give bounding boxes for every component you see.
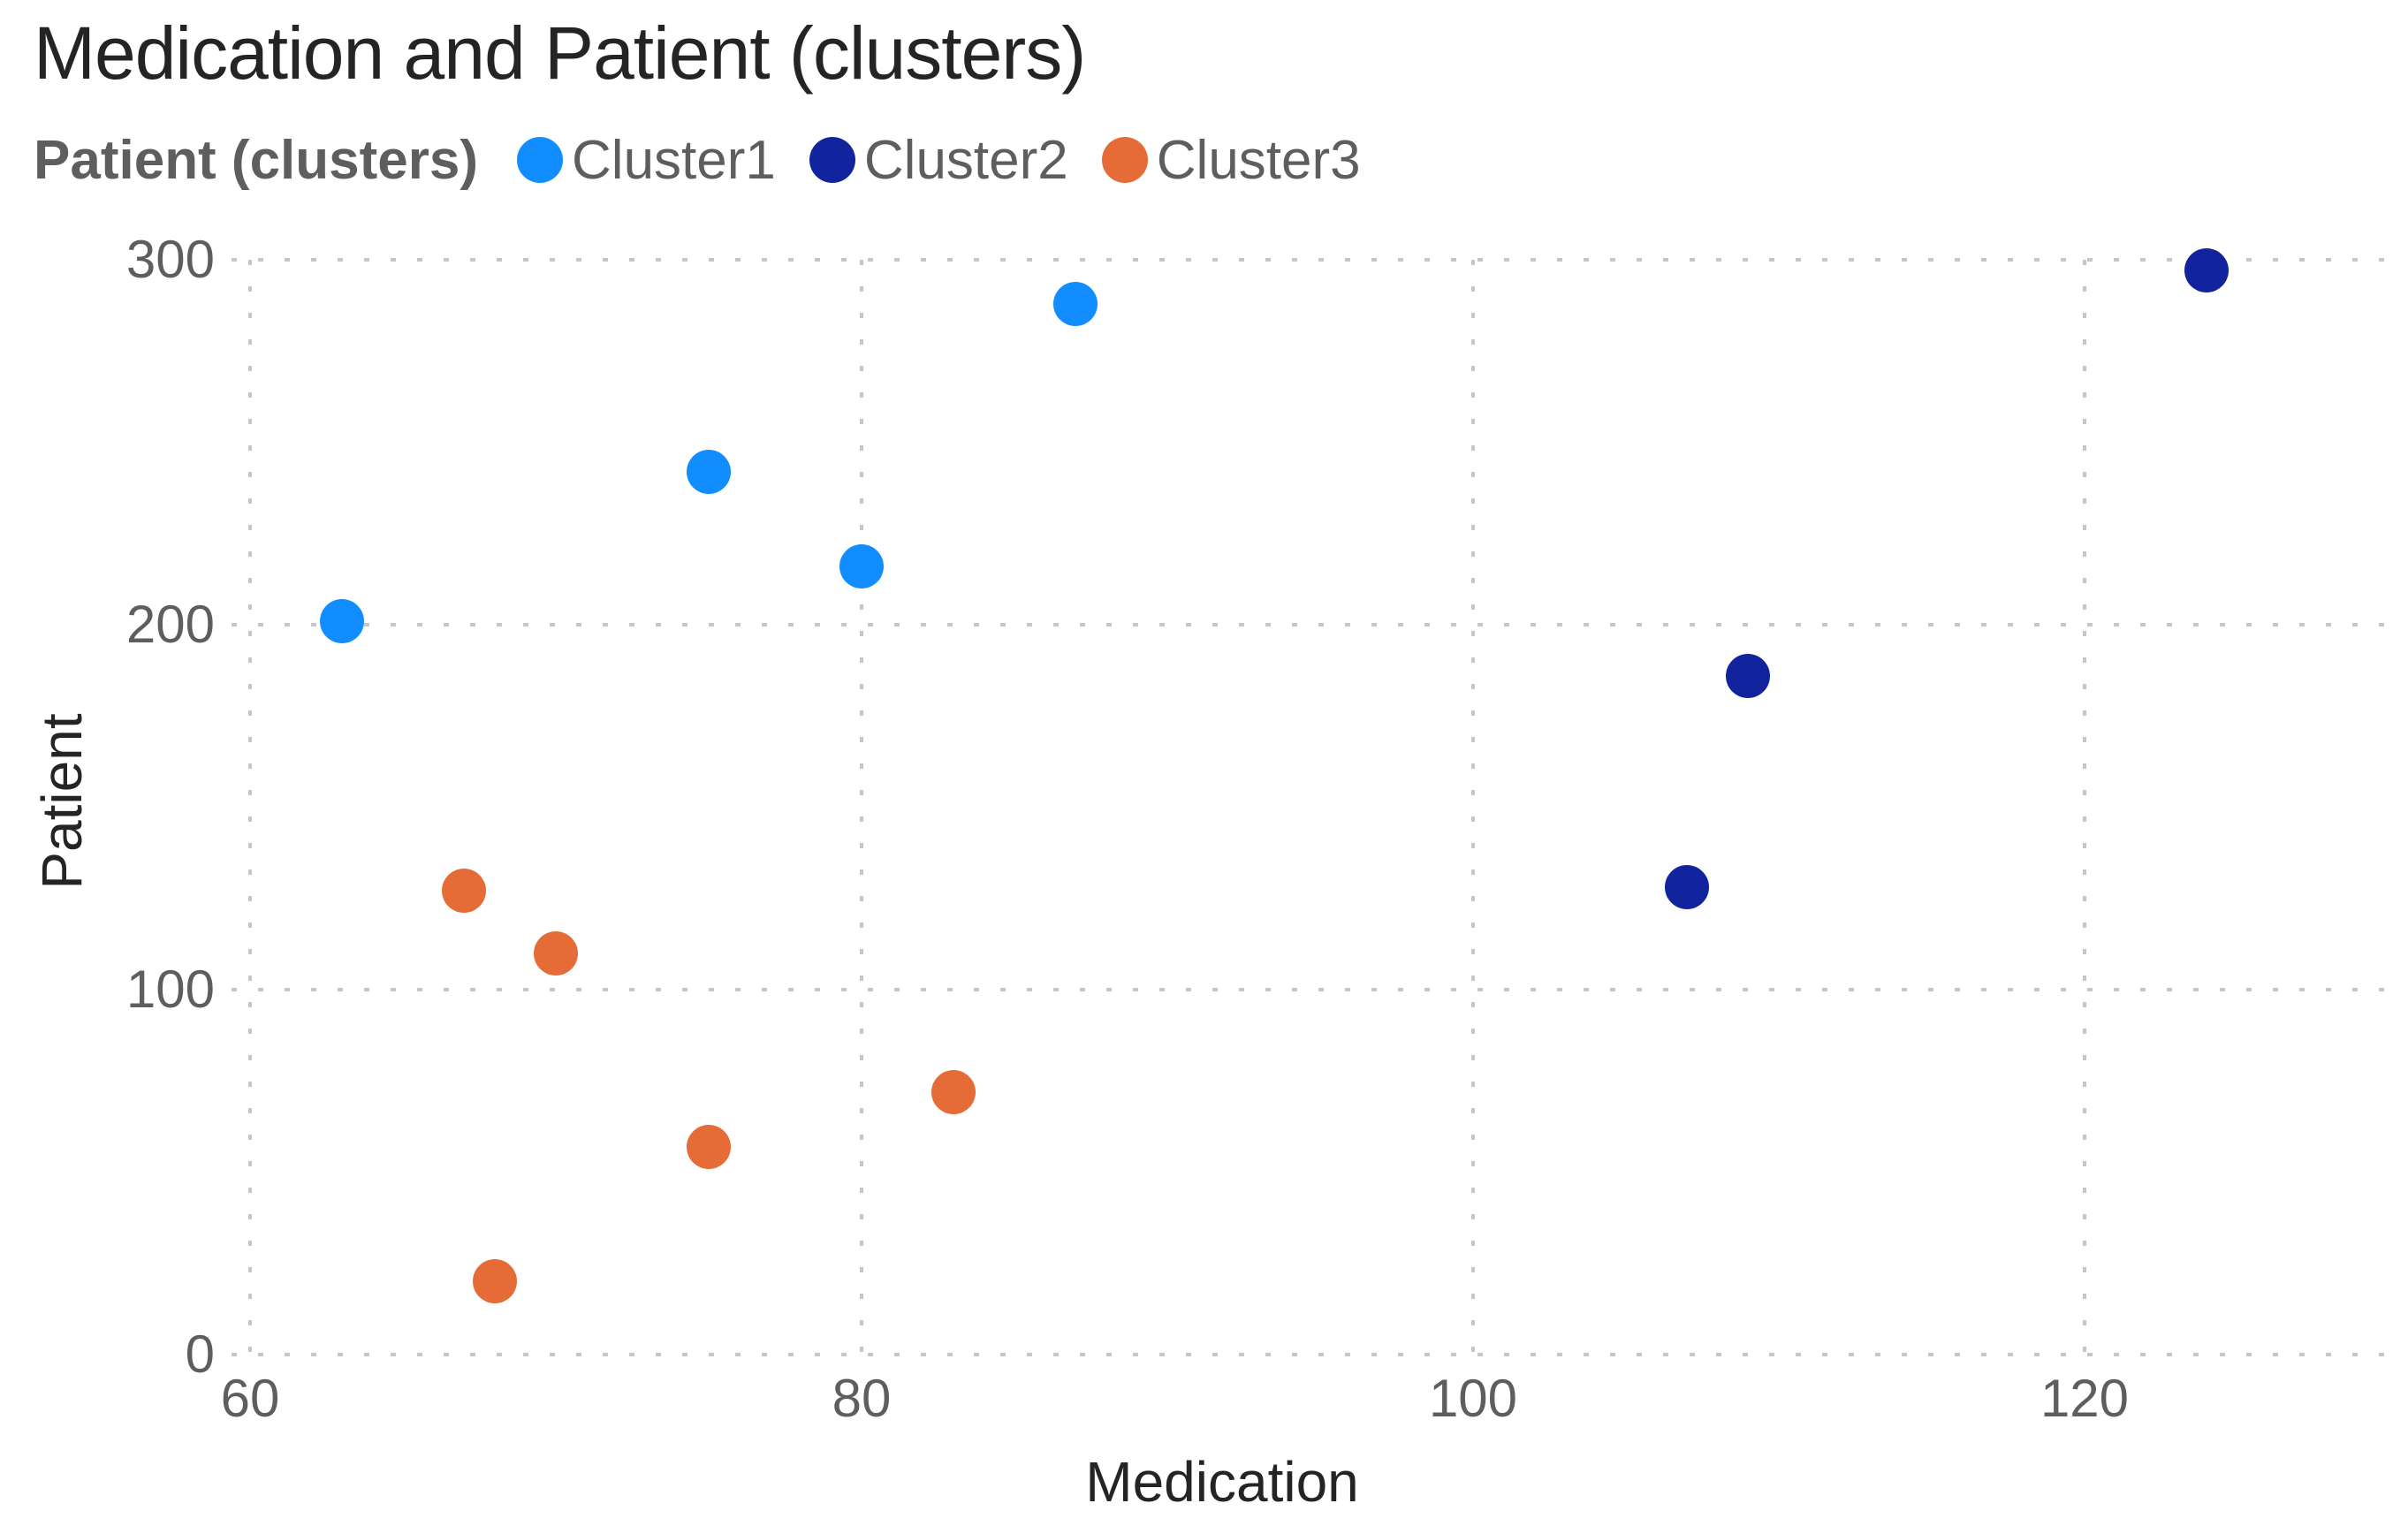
- x-tick-60: 60: [220, 1369, 280, 1428]
- gridline-y-200: [232, 623, 2388, 626]
- x-axis-title: Medication: [1085, 1450, 1359, 1514]
- gridline-x-120: [2083, 260, 2086, 1355]
- legend-item-cluster3[interactable]: Cluster3: [1101, 129, 1361, 192]
- legend-item-cluster2[interactable]: Cluster2: [809, 129, 1068, 192]
- data-point-cluster2[interactable]: [2184, 248, 2229, 293]
- gridline-x-80: [860, 260, 863, 1355]
- x-tick-100: 100: [1428, 1369, 1518, 1428]
- legend-label: Cluster1: [572, 129, 776, 191]
- data-point-cluster3[interactable]: [442, 869, 487, 914]
- y-axis-title: Patient: [30, 713, 94, 890]
- legend-item-cluster1[interactable]: Cluster1: [517, 129, 776, 192]
- data-point-cluster3[interactable]: [472, 1259, 517, 1304]
- data-point-cluster1[interactable]: [839, 543, 884, 588]
- legend: Patient (clusters) Cluster1 Cluster2 Clust…: [34, 129, 1394, 191]
- legend-marker-cluster1: [517, 137, 564, 183]
- data-point-cluster3[interactable]: [534, 930, 578, 976]
- legend-marker-cluster2: [809, 137, 855, 183]
- data-point-cluster2[interactable]: [1726, 653, 1771, 698]
- gridline-y-100: [232, 988, 2388, 991]
- legend-items: Cluster1 Cluster2 Cluster3: [517, 129, 1394, 192]
- legend-title: Patient (clusters): [34, 129, 479, 191]
- gridline-x-60: [248, 260, 252, 1355]
- data-point-cluster1[interactable]: [1053, 281, 1098, 326]
- x-tick-80: 80: [832, 1369, 892, 1428]
- data-point-cluster1[interactable]: [687, 449, 731, 494]
- data-point-cluster2[interactable]: [1665, 865, 1710, 910]
- y-tick-100: 100: [125, 960, 215, 1019]
- x-tick-120: 120: [2040, 1369, 2130, 1428]
- chart-title: Medication and Patient (clusters): [34, 11, 1086, 95]
- data-point-cluster1[interactable]: [319, 598, 364, 643]
- y-tick-200: 200: [125, 595, 215, 654]
- data-point-cluster3[interactable]: [931, 1069, 976, 1114]
- y-tick-300: 300: [125, 230, 215, 289]
- data-point-cluster3[interactable]: [687, 1124, 731, 1169]
- gridline-x-100: [1471, 260, 1475, 1355]
- legend-marker-cluster3: [1101, 137, 1148, 183]
- gridline-y-300: [232, 258, 2388, 262]
- legend-label: Cluster3: [1156, 129, 1361, 191]
- y-tick-0: 0: [185, 1325, 215, 1384]
- gridline-y-0: [232, 1353, 2388, 1356]
- legend-label: Cluster2: [863, 129, 1068, 191]
